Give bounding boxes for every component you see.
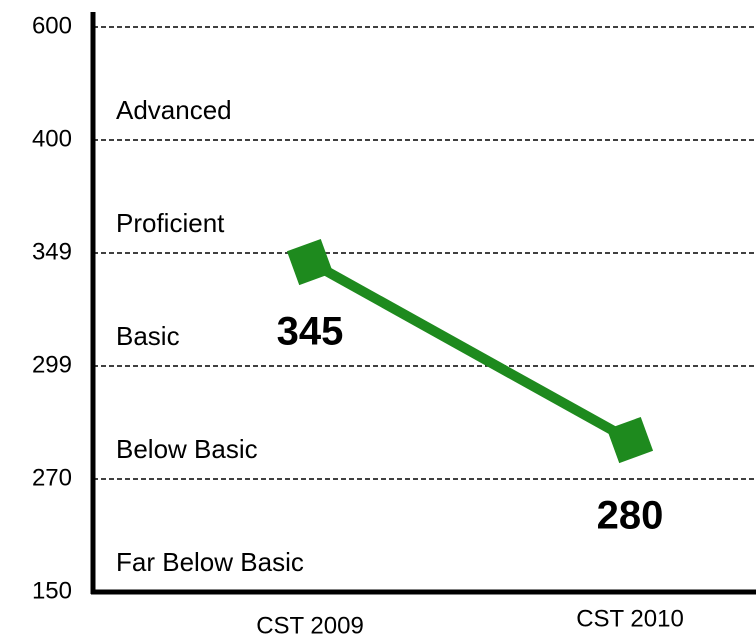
data-marker bbox=[606, 416, 654, 464]
value-label: 280 bbox=[597, 494, 664, 538]
band-label: Basic bbox=[116, 321, 180, 351]
data-marker bbox=[286, 238, 334, 286]
y-tick-label: 400 bbox=[32, 125, 72, 152]
value-label: 345 bbox=[277, 310, 344, 354]
y-tick-label: 349 bbox=[32, 238, 72, 265]
y-tick-label: 150 bbox=[32, 577, 72, 604]
band-label: Proficient bbox=[116, 208, 225, 238]
y-tick-label: 270 bbox=[32, 464, 72, 491]
y-tick-label: 600 bbox=[32, 12, 72, 39]
y-tick-label: 299 bbox=[32, 351, 72, 378]
x-tick-label: CST 2010 bbox=[576, 605, 684, 632]
band-label: Far Below Basic bbox=[116, 547, 304, 577]
band-label: Advanced bbox=[116, 95, 232, 125]
band-label: Below Basic bbox=[116, 434, 258, 464]
x-tick-label: CST 2009 bbox=[256, 612, 364, 639]
data-line bbox=[307, 257, 633, 445]
